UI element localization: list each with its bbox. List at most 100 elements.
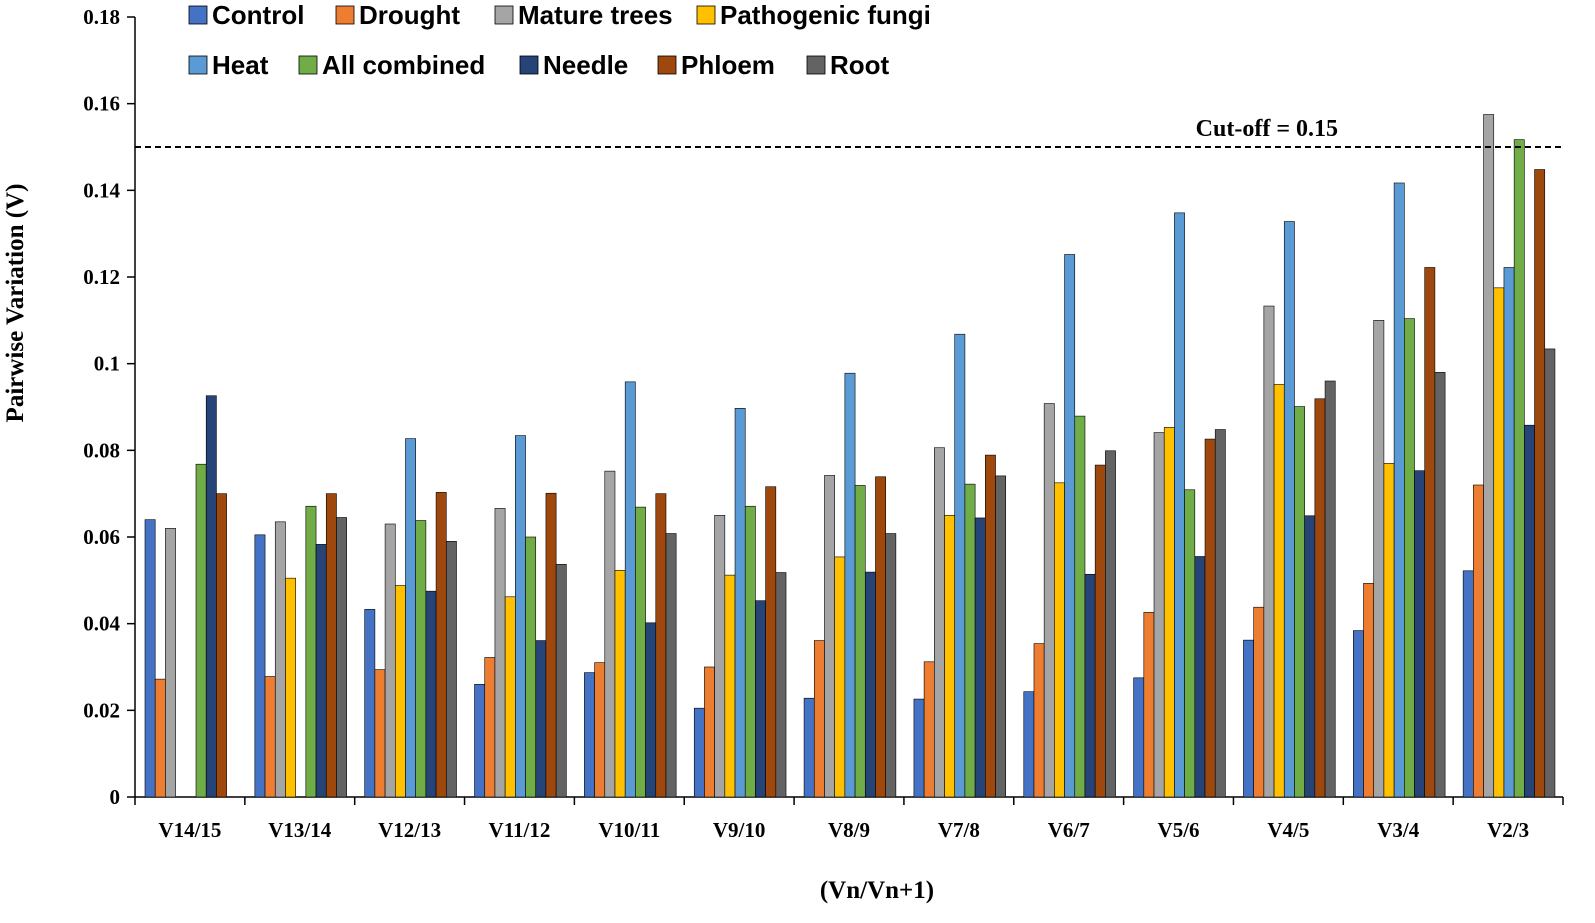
bar-control — [1243, 639, 1254, 798]
bar-all-combined — [1184, 489, 1196, 798]
bar-root — [665, 533, 677, 798]
bar-drought — [1143, 612, 1155, 798]
bar-pathogenic-fungi — [1163, 427, 1175, 798]
bar-needle — [755, 600, 766, 798]
bar-drought — [594, 662, 606, 798]
bar-control — [803, 697, 815, 798]
bar-heat — [1503, 267, 1515, 798]
legend-label: Phloem — [681, 50, 775, 80]
y-tick-label: 0.16 — [83, 92, 120, 116]
x-axis: V14/15 V13/14 V12/13 V11/12 V10/11 V9/10 V8/9 V… — [134, 796, 1564, 842]
bar-drought — [154, 678, 166, 798]
bar-heat — [515, 435, 526, 798]
bar-all-combined — [635, 506, 646, 798]
bar-heat — [844, 372, 856, 798]
bar-heat — [624, 381, 636, 798]
bar-mature-trees — [824, 475, 835, 798]
bar-drought — [1253, 606, 1265, 798]
bar-all-combined — [525, 536, 537, 798]
bar-pathogenic-fungi — [834, 556, 846, 798]
bar-needle — [1194, 556, 1206, 798]
bar-heat — [734, 407, 746, 798]
bar-control — [474, 684, 486, 798]
bar-drought — [1033, 643, 1045, 798]
bar-control — [1353, 630, 1364, 798]
x-axis-title: (Vn/Vn+1) — [820, 877, 934, 904]
bar-mature-trees — [1483, 114, 1495, 798]
bar-phloem — [655, 493, 667, 798]
bar-phloem — [985, 454, 996, 798]
bar-all-combined — [1404, 318, 1415, 798]
bar-all-combined — [195, 463, 207, 798]
legend-swatch — [696, 5, 716, 25]
bar-pathogenic-fungi — [1493, 287, 1505, 798]
bar-root — [995, 475, 1007, 798]
legend: Control Drought Mature trees Pathogenic fun… — [188, 0, 931, 80]
bar-needle — [205, 395, 217, 798]
bar-mature-trees — [384, 523, 396, 798]
x-tick-label: V3/4 — [1377, 818, 1420, 842]
cutoff-label: Cut-off = 0.15 — [1196, 116, 1338, 142]
bar-all-combined — [744, 505, 756, 798]
bar-phloem — [1204, 438, 1216, 798]
bar-pathogenic-fungi — [724, 574, 736, 798]
y-tick-label: 0 — [110, 785, 121, 809]
legend-swatch — [188, 55, 208, 75]
bar-needle — [315, 544, 327, 798]
y-axis: 0 0.02 0.04 0.06 0.08 0.1 0.12 0.14 0.16 0.18 — [83, 5, 136, 809]
x-tick-label: V11/12 — [489, 818, 551, 842]
bar-control — [693, 707, 705, 798]
bar-drought — [374, 669, 386, 798]
legend-label: Heat — [212, 50, 269, 80]
bar-phloem — [325, 493, 337, 798]
bar-root — [1324, 380, 1336, 798]
bar-all-combined — [964, 483, 976, 798]
bar-pathogenic-fungi — [504, 596, 516, 798]
bar-needle — [535, 640, 547, 798]
bar-root — [1105, 450, 1116, 798]
legend-label: Pathogenic fungi — [720, 0, 931, 30]
bar-needle — [645, 622, 657, 798]
bar-phloem — [1424, 267, 1436, 798]
legend-label: Root — [830, 50, 890, 80]
bar-root — [555, 563, 567, 798]
bar-all-combined — [1513, 139, 1525, 798]
x-tick-label: V4/5 — [1267, 818, 1309, 842]
bar-pathogenic-fungi — [1054, 482, 1065, 798]
y-tick-label: 0.1 — [94, 352, 120, 376]
bar-control — [1462, 570, 1474, 798]
bar-pathogenic-fungi — [944, 515, 956, 798]
bar-needle — [1524, 424, 1535, 798]
x-tick-label: V14/15 — [158, 818, 221, 842]
bar-mature-trees — [1373, 320, 1385, 798]
bar-phloem — [765, 486, 777, 798]
bar-root — [445, 541, 457, 798]
bar-heat — [954, 333, 966, 798]
bar-needle — [425, 590, 437, 798]
x-tick-label: V2/3 — [1487, 818, 1529, 842]
bar-drought — [704, 666, 715, 798]
bar-mature-trees — [1263, 305, 1275, 798]
bar-phloem — [1094, 464, 1106, 798]
legend-label: Control — [212, 0, 304, 30]
x-tick-label: V7/8 — [938, 818, 980, 842]
bar-mature-trees — [1153, 432, 1165, 798]
bar-phloem — [1314, 398, 1326, 798]
x-tick-label: V10/11 — [598, 818, 660, 842]
bar-control — [584, 672, 595, 798]
bar-mature-trees — [165, 528, 176, 798]
legend-swatch — [519, 55, 539, 75]
bar-needle — [1304, 515, 1316, 798]
bar-mature-trees — [1043, 403, 1055, 798]
bar-needle — [974, 517, 986, 798]
legend-label: Drought — [359, 0, 460, 30]
bar-all-combined — [1074, 415, 1086, 798]
bar-root — [336, 517, 347, 798]
legend-swatch — [298, 55, 318, 75]
legend-label: All combined — [322, 50, 485, 80]
bar-mature-trees — [714, 515, 726, 798]
y-tick-label: 0.18 — [83, 5, 120, 29]
bar-drought — [264, 676, 276, 798]
bar-root — [775, 572, 787, 798]
legend-swatch — [806, 55, 826, 75]
